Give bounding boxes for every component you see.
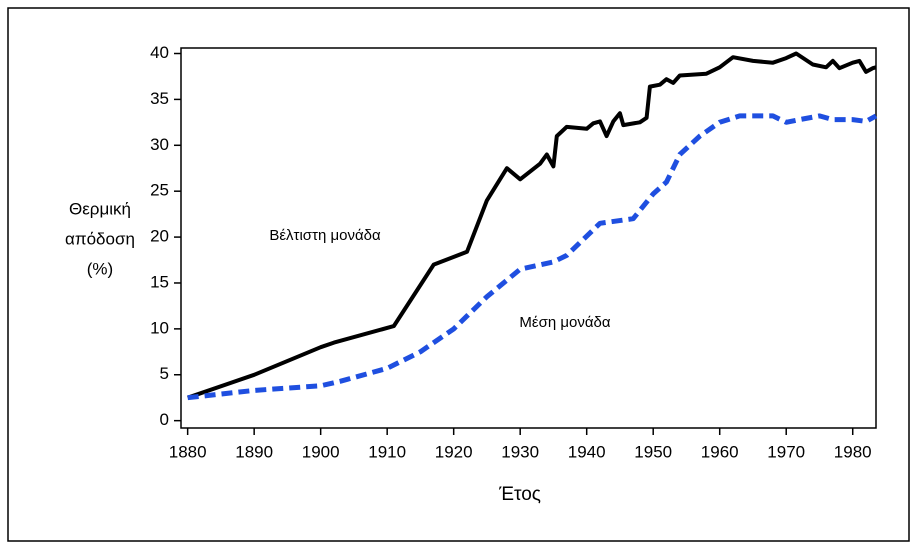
y-tick-label: 5 bbox=[160, 364, 169, 383]
x-tick-label: 1970 bbox=[767, 442, 805, 461]
y-tick-label: 25 bbox=[150, 181, 169, 200]
y-tick-label: 10 bbox=[150, 318, 169, 337]
y-tick-label: 20 bbox=[150, 227, 169, 246]
x-tick-label: 1940 bbox=[568, 442, 606, 461]
x-tick-label: 1920 bbox=[435, 442, 473, 461]
x-tick-label: 1900 bbox=[302, 442, 340, 461]
series-annotation: Βέλτιστη μονάδα bbox=[269, 227, 381, 244]
y-tick-label: 35 bbox=[150, 89, 169, 108]
y-tick-label: 30 bbox=[150, 135, 169, 154]
x-tick-label: 1930 bbox=[501, 442, 539, 461]
x-tick-label: 1980 bbox=[834, 442, 872, 461]
y-tick-label: 40 bbox=[150, 43, 169, 62]
series-line bbox=[187, 113, 878, 401]
y-axis-label: (%) bbox=[87, 259, 113, 278]
y-tick-label: 0 bbox=[160, 410, 169, 429]
series-annotation: Μέση μονάδα bbox=[519, 314, 610, 331]
x-tick-label: 1880 bbox=[169, 442, 207, 461]
x-tick-label: 1950 bbox=[634, 442, 672, 461]
y-axis-label: απόδοση bbox=[65, 229, 135, 248]
plot-area bbox=[180, 47, 877, 429]
x-tick-label: 1960 bbox=[701, 442, 739, 461]
y-tick-label: 15 bbox=[150, 272, 169, 291]
x-tick-label: 1890 bbox=[235, 442, 273, 461]
x-axis-label: Έτος bbox=[498, 484, 541, 505]
series-line bbox=[187, 51, 877, 400]
y-axis-label: Θερμική bbox=[69, 199, 131, 218]
x-tick-label: 1910 bbox=[368, 442, 406, 461]
frame bbox=[7, 7, 910, 542]
